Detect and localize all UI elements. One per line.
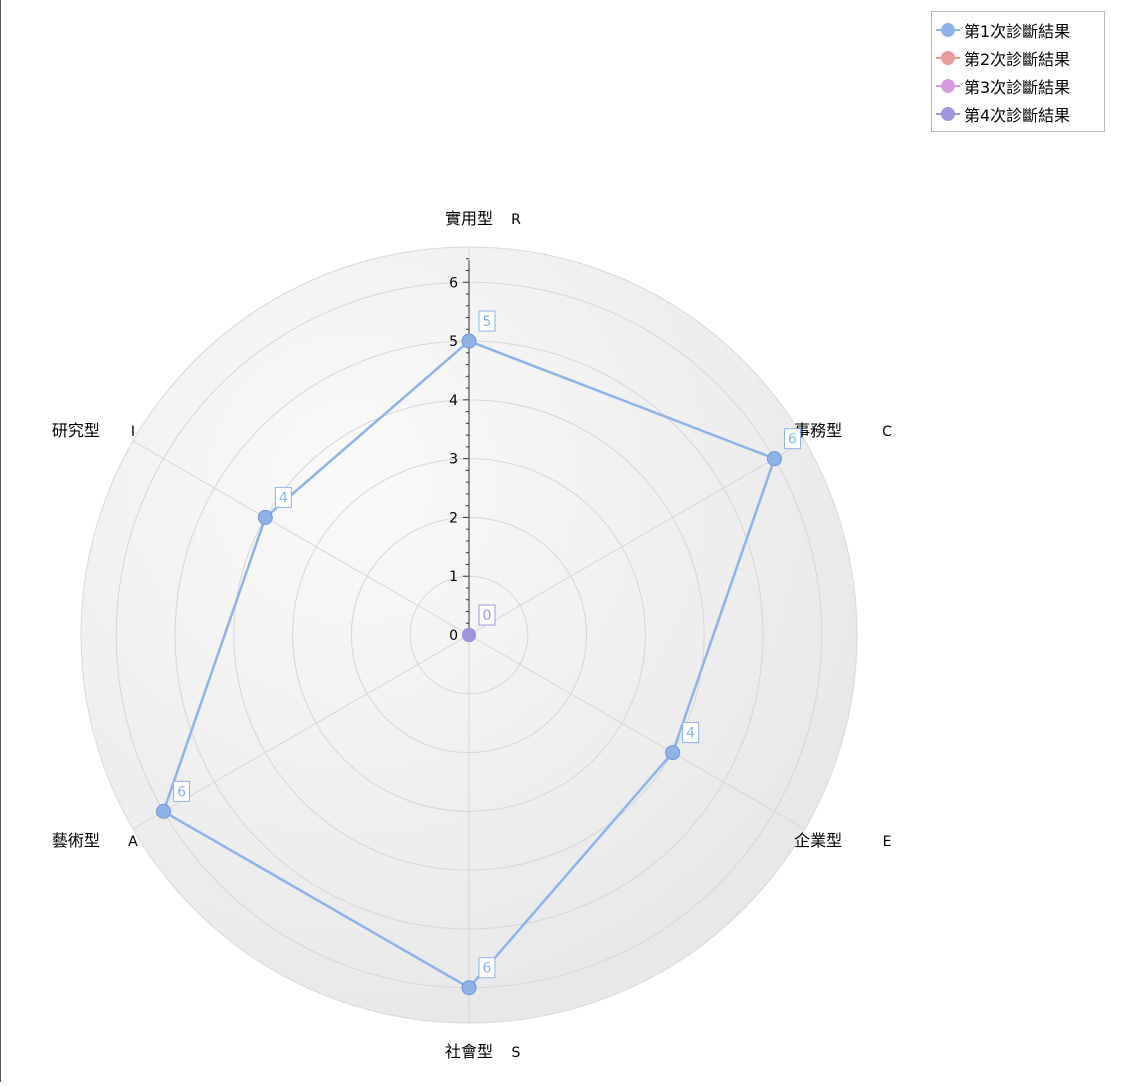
data-label-5: 6: [173, 780, 191, 802]
data-label-box-2: [783, 428, 801, 450]
legend-marker-series-2: [936, 48, 960, 68]
radial-tick-label-3: 3: [449, 452, 458, 468]
axis-label-R: 實用型 R: [445, 209, 521, 228]
data-label-box-6: [274, 486, 292, 508]
data-label-6: 4: [274, 486, 292, 508]
data-label-2: 6: [783, 428, 801, 450]
axis-label-text-A: 藝術型: [52, 831, 100, 850]
series-1-point-I: [257, 509, 273, 525]
legend-marker-series-1: [936, 20, 960, 40]
data-label-4: 6: [478, 957, 496, 979]
data-label-box-4: [478, 957, 496, 979]
legend: 第1次診斷結果 第2次診斷結果 第3次診斷結果 第4次診斷結果: [931, 11, 1105, 132]
axis-label-text-S: 社會型: [445, 1042, 493, 1061]
data-label-box-5: [173, 780, 191, 802]
axis-code-R: R: [511, 212, 521, 228]
data-label-text-6: 4: [279, 490, 288, 506]
data-label-box-7: [478, 604, 496, 626]
radial-tick-label-4: 4: [449, 393, 458, 409]
legend-label-series-4: 第4次診斷結果: [964, 106, 1071, 125]
legend-marker-series-3: [936, 76, 960, 96]
data-label-text-4: 6: [483, 961, 492, 977]
axis-label-S: 社會型 S: [445, 1042, 521, 1061]
axis-label-text-E: 企業型: [794, 831, 842, 850]
series-1-point-R: [461, 333, 477, 349]
axis-label-text-R: 實用型: [445, 209, 493, 228]
radial-tick-label-2: 2: [449, 510, 458, 526]
data-label-text-7: 0: [483, 608, 492, 624]
axis-code-C: C: [882, 424, 892, 440]
axis-label-C: 事務型 C: [794, 421, 892, 440]
axis-label-I: 研究型 I: [52, 421, 135, 440]
left-border-line: [0, 0, 1, 1082]
series-1-point-S: [461, 980, 477, 996]
axis-label-A: 藝術型 A: [52, 831, 138, 850]
series-1-point-E: [665, 745, 681, 761]
legend-dot-series-3: [941, 79, 955, 93]
data-label-text-5: 6: [177, 784, 186, 800]
legend-item-series-4[interactable]: 第4次診斷結果: [936, 102, 1070, 126]
legend-marker-series-4: [936, 104, 960, 124]
legend-dot-series-2: [941, 51, 955, 65]
legend-label-series-2: 第2次診斷結果: [964, 50, 1071, 69]
radial-tick-label-6: 6: [449, 275, 458, 291]
data-label-text-1: 5: [483, 314, 492, 330]
data-label-7: 0: [478, 604, 496, 626]
data-label-box-3: [682, 722, 700, 744]
spoke-C: [468, 440, 806, 636]
legend-dot-series-4: [941, 107, 955, 121]
axis-label-text-I: 研究型: [52, 421, 100, 440]
radial-tick-label-5: 5: [449, 334, 458, 350]
axis-label-text-C: 事務型: [794, 421, 842, 440]
data-label-3: 4: [682, 722, 700, 744]
data-label-1: 5: [478, 310, 496, 332]
radial-tick-label-1: 1: [449, 569, 458, 585]
legend-item-series-2[interactable]: 第2次診斷結果: [936, 46, 1070, 70]
axis-code-S: S: [512, 1045, 521, 1061]
legend-label-series-3: 第3次診斷結果: [964, 78, 1071, 97]
legend-item-series-1[interactable]: 第1次診斷結果: [936, 18, 1070, 42]
data-label-text-3: 4: [686, 726, 695, 742]
legend-dot-series-1: [941, 23, 955, 37]
spoke-E: [468, 634, 806, 830]
legend-item-series-3[interactable]: 第3次診斷結果: [936, 74, 1070, 98]
legend-label-series-1: 第1次診斷結果: [964, 22, 1071, 41]
spoke-I: [132, 440, 470, 636]
axis-code-A: A: [128, 834, 138, 850]
data-label-box-1: [478, 310, 496, 332]
data-label-text-2: 6: [788, 432, 797, 448]
series-4-point-I: [462, 628, 476, 642]
axis-label-E: 企業型 E: [794, 831, 891, 850]
axis-code-E: E: [883, 834, 892, 850]
radial-tick-label-0: 0: [449, 628, 458, 644]
series-1-point-A: [156, 803, 172, 819]
series-1-point-C: [766, 451, 782, 467]
axis-code-I: I: [131, 424, 135, 440]
